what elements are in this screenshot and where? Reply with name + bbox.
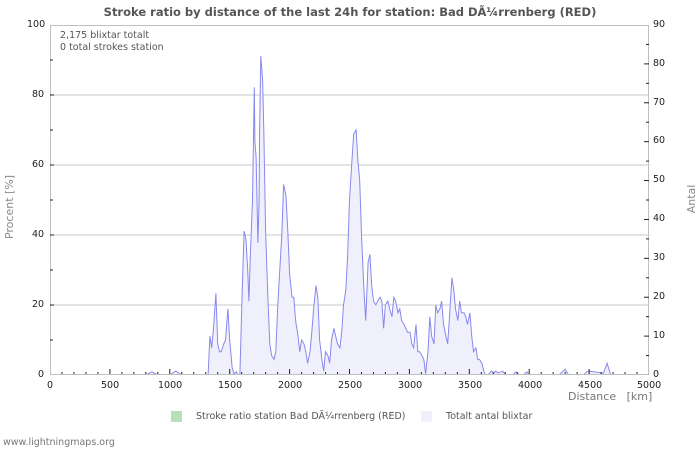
x-tick: 1000	[158, 380, 183, 391]
total-strokes-line	[50, 56, 612, 375]
chart-title: Stroke ratio by distance of the last 24h…	[103, 5, 597, 19]
y-left-tick: 60	[32, 159, 45, 170]
y-left-tick: 100	[27, 19, 46, 30]
y-axis-left-label: Procent [%]	[2, 175, 16, 239]
x-tick: 3500	[458, 380, 483, 391]
legend-item-station: Stroke ratio station Bad DÃ¼rrenberg (RE…	[171, 411, 405, 422]
x-tick: 1500	[218, 380, 243, 391]
legend-label-station: Stroke ratio station Bad DÃ¼rrenberg (RE…	[196, 411, 406, 422]
legend-swatch-station	[171, 411, 182, 422]
total-strokes-info: 2,175 blixtar totalt	[60, 30, 150, 41]
y-right-tick: 0	[653, 369, 660, 380]
x-tick: 2500	[338, 380, 363, 391]
y-right-tick: 40	[653, 213, 666, 224]
x-tick: 5000	[637, 380, 662, 391]
y-right-tick: 20	[653, 291, 666, 302]
y-axis-right-label-text: Antal	[684, 184, 698, 214]
x-tick: 3000	[398, 380, 423, 391]
y-left-tick: 40	[32, 229, 45, 240]
y-left-tick: 0	[38, 369, 45, 380]
x-tick: 500	[101, 380, 120, 391]
legend-label-total: Totalt antal blixtar	[446, 411, 533, 422]
x-tick: 4500	[578, 380, 603, 391]
credit-link[interactable]: www.lightningmaps.org	[3, 437, 115, 448]
y-left-tick: 20	[32, 299, 45, 310]
total-strokes-area	[50, 56, 611, 375]
y-right-tick: 80	[653, 58, 666, 69]
legend-swatch-total	[421, 411, 432, 422]
y-right-tick: 30	[653, 252, 666, 263]
y-axis-right-label: Antal	[684, 185, 698, 214]
y-right-tick: 60	[653, 135, 666, 146]
y-right-tick: 90	[653, 19, 666, 30]
y-axis-left-label-text: Procent [%]	[2, 174, 16, 240]
x-axis-label: Distance [km]	[568, 390, 653, 403]
station-strokes-info: 0 total strokes station	[60, 42, 164, 53]
x-tick: 4000	[518, 380, 543, 391]
axes-frame	[50, 25, 649, 375]
y-left-tick: 80	[32, 89, 45, 100]
y-right-tick: 70	[653, 97, 666, 108]
plot-area	[50, 25, 649, 375]
x-tick: 0	[47, 380, 54, 391]
x-tick: 2000	[278, 380, 303, 391]
y-right-tick: 50	[653, 174, 666, 185]
legend-item-total: Totalt antal blixtar	[421, 411, 532, 422]
y-right-tick: 10	[653, 330, 666, 341]
